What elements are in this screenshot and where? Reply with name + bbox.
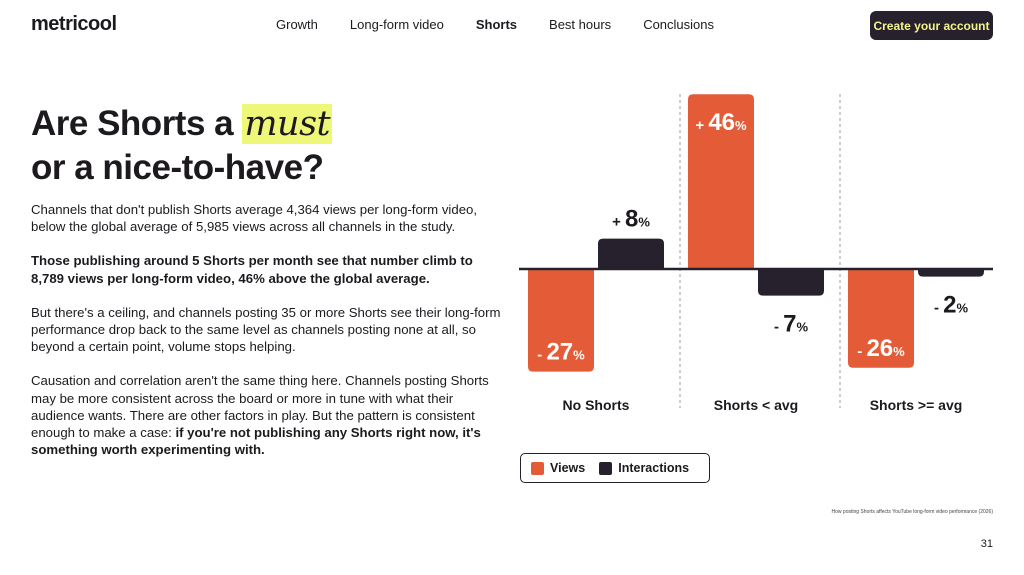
category-label: Shorts >= avg xyxy=(870,397,963,413)
bar-chart: - 27% + 8% No Shorts + 46% - 7% Shorts < avg -… xyxy=(519,94,993,413)
legend-views-swatch xyxy=(531,461,544,475)
title-line-2: or a nice-to-have? xyxy=(31,148,324,187)
legend-views-label: Views xyxy=(550,461,586,475)
create-account-button[interactable]: Create your account xyxy=(870,11,993,40)
main-nav: Growth Long-form video Shorts Best hours… xyxy=(276,17,714,32)
nav-best-hours[interactable]: Best hours xyxy=(549,17,612,32)
category-label: No Shorts xyxy=(563,397,630,413)
bar-interactions-1 xyxy=(758,269,824,296)
legend-interactions-swatch xyxy=(599,461,613,475)
bar-interactions-2 xyxy=(918,269,984,277)
paragraph-4-emphasis: if you're not publishing any Shorts righ… xyxy=(31,425,481,458)
top-bar: metricool Growth Long-form video Shorts … xyxy=(0,0,1024,50)
legend-interactions: Interactions xyxy=(599,461,689,475)
nav-growth[interactable]: Growth xyxy=(276,17,318,32)
legend-views: Views xyxy=(531,461,585,475)
bar-views-0 xyxy=(528,269,594,372)
nav-long-form-video[interactable]: Long-form video xyxy=(349,17,444,32)
nav-shorts[interactable]: Shorts xyxy=(475,17,518,32)
data-label: - 7% xyxy=(774,311,809,338)
bar-views-1 xyxy=(688,94,754,269)
legend-interactions-label: Interactions xyxy=(618,461,690,475)
bar-interactions-0 xyxy=(598,238,664,269)
nav-conclusions[interactable]: Conclusions xyxy=(643,17,715,32)
chart-source: How posting Shorts affects YouTube long-… xyxy=(831,509,993,515)
title-prefix: Are Shorts a xyxy=(31,104,243,143)
bar-views-2 xyxy=(848,269,914,368)
chart-legend: Views Interactions xyxy=(520,453,710,483)
paragraph-4-text: Causation and correlation aren't the sam… xyxy=(31,373,489,441)
data-label: - 27% xyxy=(537,339,585,366)
data-label: - 26% xyxy=(857,335,905,362)
category-label: Shorts < avg xyxy=(714,397,798,413)
paragraph-2: Those publishing around 5 Shorts per mon… xyxy=(31,253,473,286)
page-title: Are Shorts a must or a nice-to-have? xyxy=(31,102,333,190)
data-label: + 8% xyxy=(612,206,650,233)
data-label: + 46% xyxy=(695,109,747,136)
title-highlight: must xyxy=(242,104,333,144)
paragraph-3: But there's a ceiling, and channels post… xyxy=(31,304,501,355)
paragraph-1: Channels that don't publish Shorts avera… xyxy=(31,202,478,235)
metricool-logo[interactable]: metricool xyxy=(31,13,117,35)
page-number: 31 xyxy=(980,538,993,550)
body-text: Channels that don't publish Shorts avera… xyxy=(31,201,506,475)
paragraph-4: Causation and correlation aren't the sam… xyxy=(31,372,506,458)
data-label: - 2% xyxy=(934,292,969,319)
title-line-1: Are Shorts a must xyxy=(31,102,333,146)
